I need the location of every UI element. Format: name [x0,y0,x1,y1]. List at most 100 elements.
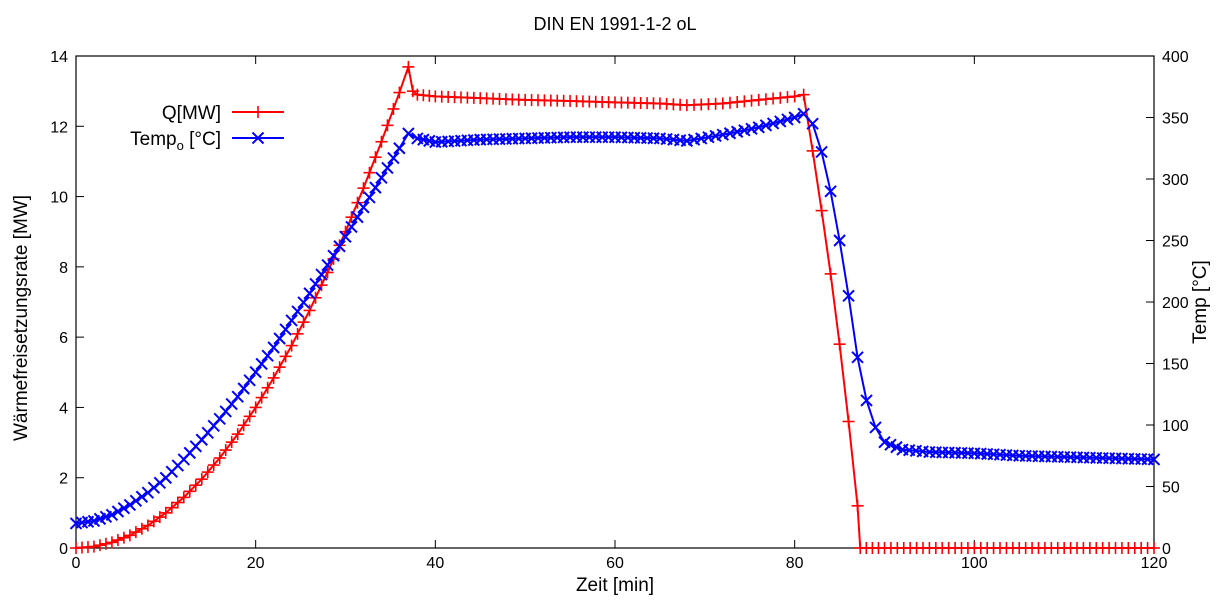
marker-d2 [878,436,891,449]
y2-tick-label: 50 [1162,480,1180,497]
data-point [833,234,846,247]
data-point [797,107,810,121]
data-point [381,119,394,132]
marker-d2 [411,132,424,145]
data-point [375,171,388,184]
data-point [315,268,328,281]
y2-tick-label: 400 [1162,49,1189,66]
data-point [99,537,112,550]
data-point [249,365,262,379]
data-point [303,304,316,317]
data-point [387,151,400,165]
y-tick-label: 6 [59,330,68,347]
data-point [189,479,202,492]
x-tick-label: 80 [786,555,804,572]
marker-d2 [766,117,780,130]
data-point [759,119,773,132]
data-point [345,220,358,234]
marker-d2 [279,323,292,336]
data-point [387,102,400,115]
y-axis-label: Wärmefreisetzungsrate [MW] [11,195,32,441]
data-point [1147,453,1161,466]
x-tick-label: 0 [72,555,81,572]
data-point [766,117,780,130]
data-point [111,534,124,547]
marker-d2 [321,258,334,272]
data-point [781,113,794,126]
data-point [255,391,268,404]
marker-d2 [824,185,837,198]
data-point [752,121,765,134]
data-point [117,502,131,515]
data-point [357,182,370,195]
x-tick-label: 40 [426,555,444,572]
marker-d2 [1147,453,1161,466]
marker-d2 [123,498,137,512]
x-tick-label: 120 [1141,555,1168,572]
marker-d2 [774,115,787,128]
marker-d2 [303,287,316,300]
marker-d2 [806,117,819,130]
legend: Q[MW] Tempo [°C] [130,103,284,153]
data-point [213,452,226,465]
data-point [285,314,298,327]
data-point [357,201,370,214]
marker-d2 [251,131,265,145]
series-layer [69,60,1161,554]
y2-tick-label: 0 [1162,541,1171,558]
data-point [177,491,190,504]
data-point [797,88,810,101]
marker-d2 [135,490,149,503]
marker-d2 [105,508,119,521]
data-point [129,494,143,508]
data-point [171,496,184,509]
data-point [135,490,149,503]
data-point [381,161,394,175]
data-point [393,86,406,99]
data-point [321,258,334,272]
marker-d2 [273,332,286,345]
data-point [225,436,238,449]
series-line [75,112,1155,525]
data-point [345,211,358,224]
marker-d2 [345,220,358,234]
y2-tick-label: 100 [1162,418,1189,435]
data-point [285,339,298,352]
marker-d2 [842,289,855,303]
marker-d2 [285,314,298,327]
y2-axis-label: Temp [°C] [1190,260,1211,344]
marker-d2 [315,268,328,281]
data-point [117,531,130,544]
marker-d2 [111,505,125,518]
data-point [135,522,148,535]
data-point [261,349,274,362]
y2-tick-label: 250 [1162,234,1189,251]
data-point [111,505,125,518]
marker-d2 [393,142,406,155]
y-tick-label: 0 [59,541,68,558]
data-point [369,151,382,164]
y-tick-label: 4 [59,400,68,417]
data-point [297,316,310,329]
legend-label: Q[MW] [162,103,221,124]
data-point [123,498,137,512]
marker-d2 [375,171,388,184]
marker-d2 [369,181,382,194]
data-point [279,323,292,336]
marker-d2 [833,234,846,247]
data-point [333,240,346,253]
data-point [243,410,256,423]
data-point [267,341,280,354]
data-point [824,267,837,280]
data-point [273,361,286,374]
marker-d2 [869,421,882,434]
marker-d2 [351,210,364,224]
data-point [309,291,322,304]
marker-d2 [255,357,268,371]
marker-d2 [237,382,250,395]
marker-d2 [860,394,873,407]
y-tick-label: 14 [50,49,68,66]
marker-d2 [387,151,400,165]
data-point [788,111,801,124]
